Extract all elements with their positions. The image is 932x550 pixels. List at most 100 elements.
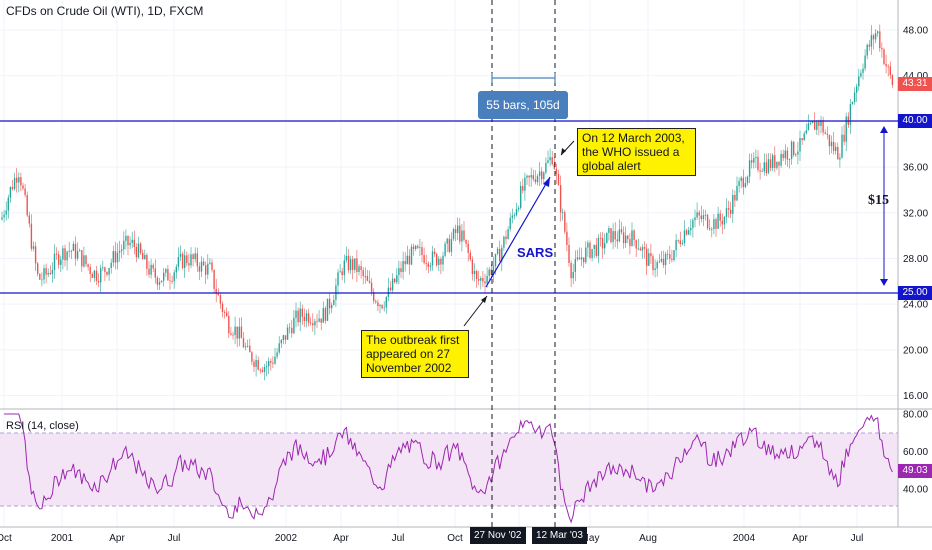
candle xyxy=(307,308,310,327)
candle xyxy=(427,261,429,274)
price-tick-label: 16.00 xyxy=(903,391,928,402)
candle xyxy=(578,247,581,260)
candle xyxy=(475,269,478,288)
candle xyxy=(874,29,877,44)
candle xyxy=(797,141,799,165)
candle xyxy=(862,63,864,80)
candle xyxy=(473,263,476,282)
candle xyxy=(39,272,41,281)
candle xyxy=(236,326,238,348)
candle xyxy=(673,250,675,262)
candle xyxy=(238,317,240,347)
candle xyxy=(438,256,440,272)
candle xyxy=(520,181,522,210)
candle xyxy=(608,225,610,241)
candle xyxy=(562,208,564,221)
candle xyxy=(5,201,7,221)
candle xyxy=(782,149,784,162)
candle xyxy=(333,294,335,306)
candle xyxy=(591,248,593,262)
candle xyxy=(436,252,438,267)
outbreak-note[interactable]: The outbreak first appeared on 27 Novemb… xyxy=(361,330,469,378)
candle xyxy=(734,190,736,207)
candle xyxy=(551,150,553,166)
candle xyxy=(524,172,526,201)
candle xyxy=(242,331,245,348)
candle xyxy=(261,366,264,373)
candle xyxy=(851,101,854,105)
candle xyxy=(28,211,30,228)
candle xyxy=(480,276,482,290)
candle xyxy=(658,254,660,264)
candle xyxy=(753,152,755,169)
time-tick-label: Jul xyxy=(851,533,864,544)
candle xyxy=(761,168,763,173)
candle xyxy=(801,137,803,146)
candle xyxy=(53,244,56,279)
candle xyxy=(557,169,560,186)
candle xyxy=(358,264,360,276)
candle xyxy=(696,202,698,221)
time-tick-label: May xyxy=(581,533,600,544)
candle xyxy=(295,302,297,328)
candle xyxy=(196,247,198,273)
candle xyxy=(97,273,100,288)
who-alert-note[interactable]: On 12 March 2003, the WHO issued a globa… xyxy=(577,128,696,176)
candle xyxy=(228,311,230,338)
candle xyxy=(671,249,673,263)
candle xyxy=(742,169,744,195)
candle xyxy=(505,230,507,245)
candle xyxy=(223,309,226,319)
candle xyxy=(885,54,887,74)
candle xyxy=(207,254,209,280)
candle xyxy=(694,209,696,228)
range-measure-label[interactable]: 55 bars, 105d xyxy=(478,91,568,119)
chart-title: CFDs on Crude Oil (WTI), 1D, FXCM xyxy=(6,4,204,18)
candle xyxy=(816,120,818,135)
candle xyxy=(832,132,835,155)
current-rsi-tag: 49.03 xyxy=(898,464,932,478)
candle xyxy=(165,267,167,277)
candle xyxy=(417,244,419,249)
candle xyxy=(652,253,654,276)
candle xyxy=(142,249,144,260)
candle xyxy=(373,288,375,304)
candle xyxy=(799,130,801,161)
candle xyxy=(822,116,824,136)
candle xyxy=(631,222,633,247)
candle xyxy=(62,245,64,270)
candle xyxy=(375,299,377,304)
candle xyxy=(872,33,875,50)
candle xyxy=(891,73,894,88)
candle xyxy=(156,275,159,290)
candle xyxy=(276,348,278,360)
candle xyxy=(150,258,152,279)
candle xyxy=(543,171,545,184)
candle xyxy=(230,326,232,336)
candle xyxy=(530,167,532,187)
candle xyxy=(104,266,106,282)
candle xyxy=(146,253,148,276)
candle xyxy=(200,256,203,278)
candle xyxy=(192,253,194,267)
candle xyxy=(198,262,201,281)
difference-label: $15 xyxy=(868,193,889,208)
candle xyxy=(448,234,450,254)
candle xyxy=(43,264,45,284)
candle xyxy=(217,288,219,296)
candle xyxy=(824,129,826,135)
candle xyxy=(139,241,142,255)
candle xyxy=(763,153,765,176)
candle xyxy=(790,140,793,165)
rsi-axis: 80.00 60.00 40.00 xyxy=(903,410,928,496)
range-bracket[interactable] xyxy=(491,73,556,83)
sars-arrow-head-icon xyxy=(543,177,550,187)
sars-trend-arrow[interactable] xyxy=(485,176,551,288)
candle xyxy=(564,209,566,234)
candle xyxy=(253,359,255,373)
candle xyxy=(820,115,822,134)
candle xyxy=(601,231,604,259)
candle xyxy=(826,126,828,140)
